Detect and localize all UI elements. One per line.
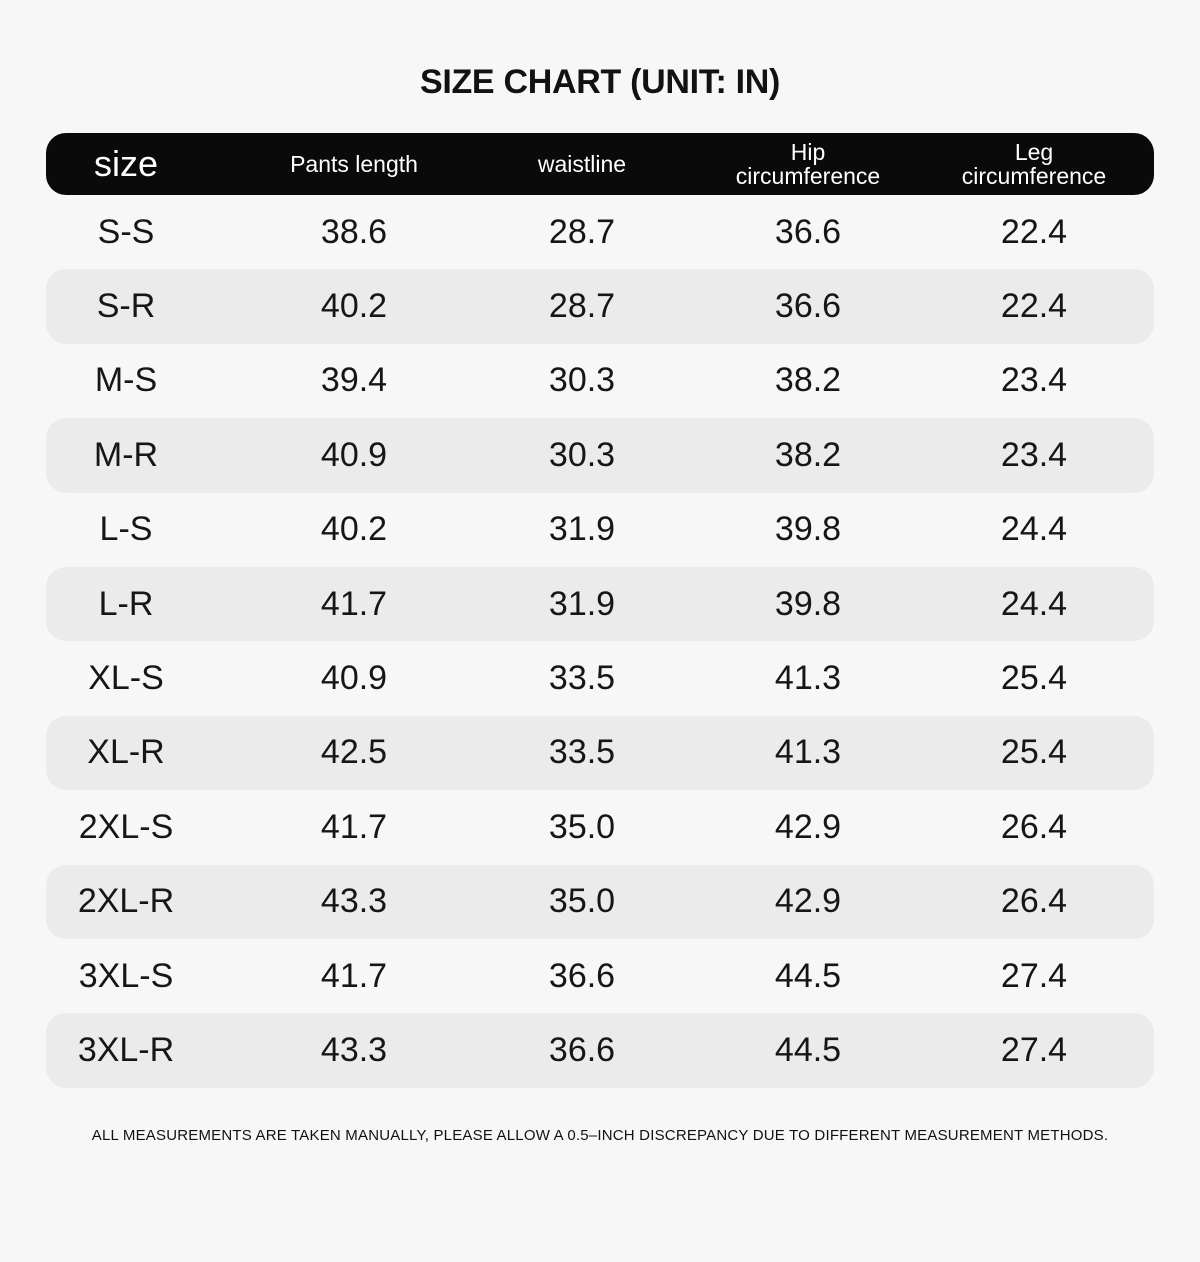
value-cell: 39.8 [774,584,842,623]
table-row-2xl-s: 2XL-S 41.7 35.0 42.9 26.4 [46,790,1154,864]
size-cell: L-S [99,510,153,549]
value-cell: 35.0 [548,882,616,921]
value-cell: 26.4 [1000,882,1068,921]
value-cell: 31.9 [548,584,616,623]
measurement-note: ALL MEASUREMENTS ARE TAKEN MANUALLY, PLE… [91,1126,1109,1144]
value-cell: 41.7 [320,807,388,846]
value-cell: 33.5 [548,733,616,772]
value-cell: 30.3 [548,361,616,400]
value-cell: 41.7 [320,584,388,623]
size-cell: 2XL-R [77,882,175,921]
value-cell: 36.6 [548,956,616,995]
value-cell: 36.6 [774,212,842,251]
header-cell-size: size [93,143,159,184]
size-cell: S-S [97,212,155,251]
size-table: size Pants length waistline Hip circumferenc… [46,133,1154,1088]
value-cell: 30.3 [548,435,616,474]
value-cell: 43.3 [320,882,388,921]
value-cell: 44.5 [774,1030,842,1069]
value-cell: 39.4 [320,361,388,400]
value-cell: 44.5 [774,956,842,995]
value-cell: 25.4 [1000,733,1068,772]
value-cell: 38.6 [320,212,388,251]
value-cell: 27.4 [1000,956,1068,995]
value-cell: 27.4 [1000,1030,1068,1069]
value-cell: 41.3 [774,659,842,698]
size-cell: M-S [94,361,158,400]
table-body: S-S 38.6 28.7 36.6 22.4 S-R 40.2 28.7 36.6 22.4 M-… [46,195,1154,1088]
table-row-l-r: L-R 41.7 31.9 39.8 24.4 [46,566,1154,642]
table-header-row: size Pants length waistline Hip circumferenc… [46,133,1154,195]
table-row-m-r: M-R 40.9 30.3 38.2 23.4 [46,418,1154,493]
table-row-s-s: S-S 38.6 28.7 36.6 22.4 [46,195,1154,269]
value-cell: 23.4 [1000,435,1068,474]
table-row-3xl-r: 3XL-R 43.3 36.6 44.5 27.4 [46,1013,1154,1088]
size-cell: 3XL-S [78,956,174,995]
value-cell: 33.5 [548,659,616,698]
table-row-xl-s: XL-S 40.9 33.5 41.3 25.4 [46,641,1154,715]
size-cell: S-R [96,287,156,326]
size-chart-page: SIZE CHART (UNIT: IN) size Pants length wa… [0,62,1200,1262]
table-row-l-s: L-S 40.2 31.9 39.8 24.4 [46,493,1154,567]
value-cell: 23.4 [1000,361,1068,400]
value-cell: 40.9 [320,659,388,698]
value-cell: 42.9 [774,807,842,846]
table-row-m-s: M-S 39.4 30.3 38.2 23.4 [46,344,1154,418]
value-cell: 24.4 [1000,584,1068,623]
value-cell: 36.6 [548,1030,616,1069]
header-cell-pants-length: Pants length [290,151,418,177]
table-row-3xl-s: 3XL-S 41.7 36.6 44.5 27.4 [46,939,1154,1013]
value-cell: 42.5 [320,733,388,772]
header-cell-leg-circumference: Leg circumference [961,139,1107,189]
value-cell: 28.7 [548,287,616,326]
size-cell: 3XL-R [77,1030,175,1069]
value-cell: 39.8 [774,510,842,549]
value-cell: 40.9 [320,435,388,474]
page-title: SIZE CHART (UNIT: IN) [419,63,781,101]
value-cell: 40.2 [320,287,388,326]
value-cell: 38.2 [774,361,842,400]
value-cell: 41.3 [774,733,842,772]
value-cell: 38.2 [774,435,842,474]
value-cell: 42.9 [774,882,842,921]
size-cell: M-R [93,435,159,474]
value-cell: 41.7 [320,956,388,995]
value-cell: 31.9 [548,510,616,549]
table-row-xl-r: XL-R 42.5 33.5 41.3 25.4 [46,715,1154,791]
size-cell: 2XL-S [78,807,174,846]
table-row-2xl-r: 2XL-R 43.3 35.0 42.9 26.4 [46,864,1154,939]
value-cell: 28.7 [548,212,616,251]
value-cell: 36.6 [774,287,842,326]
value-cell: 40.2 [320,510,388,549]
size-cell: XL-R [87,733,165,772]
header-cell-waistline: waistline [537,151,627,177]
value-cell: 35.0 [548,807,616,846]
value-cell: 24.4 [1000,510,1068,549]
value-cell: 26.4 [1000,807,1068,846]
size-cell: L-R [98,584,154,623]
table-row-s-r: S-R 40.2 28.7 36.6 22.4 [46,269,1154,344]
value-cell: 22.4 [1000,212,1068,251]
value-cell: 43.3 [320,1030,388,1069]
value-cell: 22.4 [1000,287,1068,326]
value-cell: 25.4 [1000,659,1068,698]
size-cell: XL-S [88,659,164,698]
header-cell-hip-circumference: Hip circumference [735,139,881,189]
